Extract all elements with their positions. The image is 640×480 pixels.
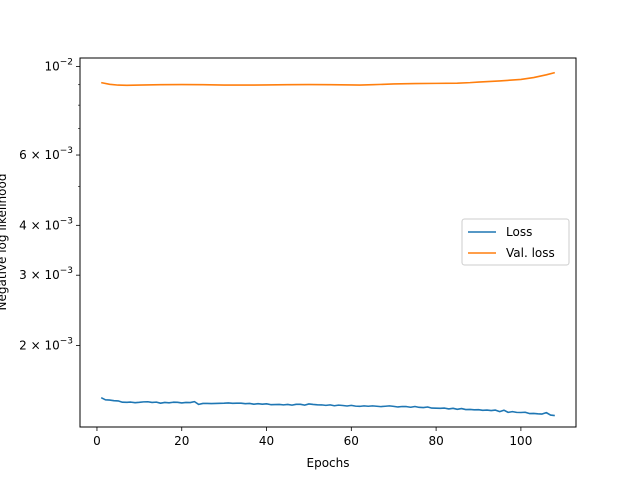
x-tick-label-5: 100 [509,434,532,448]
x-axis-ticks: 0 20 40 60 80 100 [93,427,532,448]
x-axis-label: Epochs [307,456,350,470]
x-tick-label-3: 60 [344,434,359,448]
x-tick-label-1: 20 [174,434,189,448]
plot-frame [79,57,577,428]
legend-label-0: Loss [506,225,532,239]
x-tick-label-4: 80 [428,434,443,448]
y-axis-label: Negative log likelihood [0,174,9,311]
y-tick-label-4: 2 × 10−3 [19,337,73,353]
y-tick-label-2: 4 × 10−3 [19,216,73,232]
series-line-0 [100,397,555,417]
series-line-1 [101,71,555,87]
y-tick-label-3: 3 × 10−3 [19,266,73,282]
legend: Loss Val. loss [461,218,570,266]
x-tick-label-2: 40 [259,434,274,448]
legend-label-1: Val. loss [506,246,555,260]
y-axis-ticks: 10−2 6 × 10−3 4 × 10−3 3 × 10−3 2 × 10−3 [19,57,80,353]
series-layer [100,71,555,417]
x-tick-label-0: 0 [93,434,101,448]
y-tick-label-0: 10−2 [44,57,73,73]
y-tick-label-1: 6 × 10−3 [19,146,73,162]
